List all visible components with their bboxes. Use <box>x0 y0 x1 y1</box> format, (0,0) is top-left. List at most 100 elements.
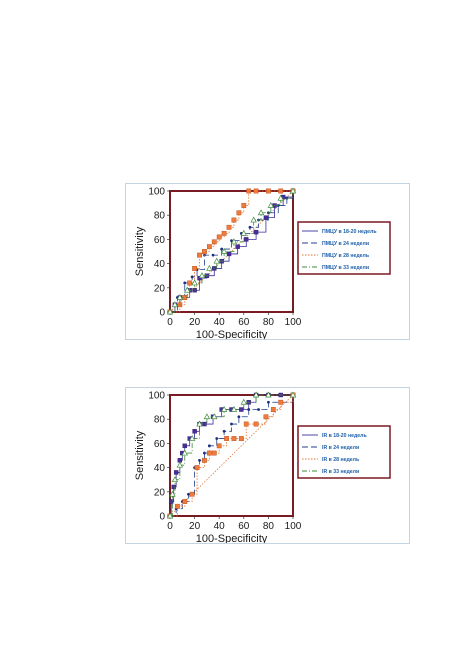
data-point <box>206 450 212 456</box>
y-tick-label: 80 <box>154 415 166 426</box>
data-point <box>263 414 269 420</box>
data-point <box>250 216 257 223</box>
data-point <box>289 391 297 398</box>
y-tick-label: 100 <box>148 391 165 402</box>
x-tick-label: 80 <box>263 317 275 328</box>
data-point <box>169 490 176 497</box>
data-point <box>252 391 260 398</box>
data-point <box>221 230 227 236</box>
y-tick-label: 20 <box>154 487 166 498</box>
data-point <box>278 188 284 194</box>
data-point <box>220 247 224 251</box>
data-point <box>213 257 220 264</box>
data-point <box>166 308 174 315</box>
data-point <box>241 203 247 208</box>
data-point <box>237 415 241 419</box>
x-tick-label: 0 <box>167 317 173 328</box>
data-point <box>206 264 213 271</box>
data-point <box>220 405 228 412</box>
data-point <box>196 420 203 427</box>
data-point <box>174 503 180 509</box>
data-point <box>176 461 184 468</box>
data-point <box>198 458 201 462</box>
roc-chart-svg: 0 20 40 60 80 100 0 20 40 60 80 100 100-Specificity S… <box>134 187 391 339</box>
data-point <box>166 512 174 519</box>
data-point <box>176 293 184 300</box>
data-point <box>197 252 202 258</box>
legend-entry: IR в 24 недели <box>322 445 359 451</box>
data-point <box>253 229 259 235</box>
data-point <box>182 443 187 449</box>
x-tick-label: 40 <box>214 521 226 532</box>
data-point <box>230 422 233 426</box>
y-tick-label: 60 <box>154 235 166 246</box>
data-point <box>226 224 232 230</box>
x-tick-label: 80 <box>263 521 275 532</box>
data-point <box>244 237 249 242</box>
data-point <box>224 436 229 441</box>
data-point <box>226 251 232 257</box>
data-point <box>270 407 276 412</box>
data-point <box>277 194 284 201</box>
data-point <box>184 286 191 293</box>
y-tick-label: 80 <box>154 211 166 222</box>
data-point <box>265 188 271 194</box>
data-point <box>188 435 196 441</box>
data-point <box>190 275 194 279</box>
roc-chart-ir: 0 20 40 60 80 100 0 20 40 60 80 100 100-Specificity S… <box>125 387 410 544</box>
legend-entry: ПМЦУ в 28 недель <box>322 253 369 259</box>
data-point <box>169 499 174 504</box>
y-tick-label: 0 <box>159 308 165 319</box>
roc-chart-svg: 0 20 40 60 80 100 0 20 40 60 80 100 100-Specificity S… <box>134 391 391 543</box>
data-point <box>171 484 176 490</box>
data-point <box>182 499 188 504</box>
data-point <box>240 229 247 236</box>
data-point <box>194 465 200 471</box>
data-point <box>253 188 259 194</box>
data-point <box>248 225 252 229</box>
y-tick-label: 40 <box>154 259 166 270</box>
data-point <box>197 275 202 281</box>
x-axis-label: 100-Specificity <box>196 329 268 339</box>
legend-entry: IR в 18-20 недель <box>322 433 367 439</box>
data-point <box>231 436 237 441</box>
data-point <box>202 249 207 254</box>
data-point <box>211 239 217 245</box>
data-point <box>202 457 207 463</box>
data-point <box>289 187 297 194</box>
data-point <box>171 301 179 308</box>
x-tick-label: 60 <box>238 521 250 532</box>
data-point <box>207 444 211 448</box>
x-tick-label: 20 <box>189 521 201 532</box>
data-point <box>192 429 197 434</box>
legend-box <box>297 425 391 479</box>
data-point <box>240 398 247 405</box>
data-point <box>191 279 198 286</box>
series-line <box>170 191 294 313</box>
data-point <box>187 280 193 286</box>
data-point <box>216 234 222 240</box>
data-point <box>203 451 206 455</box>
x-tick-label: 40 <box>214 317 226 328</box>
y-tick-label: 60 <box>154 439 166 450</box>
legend-entry: IR в 28 недель <box>322 457 359 463</box>
series-line <box>170 395 294 517</box>
data-point <box>211 253 215 257</box>
data-point <box>220 247 228 254</box>
data-point <box>211 450 217 456</box>
data-point <box>246 188 252 194</box>
y-tick-label: 20 <box>154 283 166 294</box>
data-point <box>171 476 179 483</box>
data-point <box>231 217 237 223</box>
data-point <box>253 421 259 427</box>
data-point <box>173 470 179 475</box>
data-point <box>267 201 275 208</box>
x-tick-label: 60 <box>238 317 250 328</box>
data-point <box>181 449 188 456</box>
data-point <box>265 391 272 398</box>
data-point <box>257 209 265 216</box>
data-point <box>216 443 222 449</box>
y-tick-label: 40 <box>154 463 166 474</box>
x-tick-label: 20 <box>189 317 201 328</box>
data-point <box>206 244 212 250</box>
